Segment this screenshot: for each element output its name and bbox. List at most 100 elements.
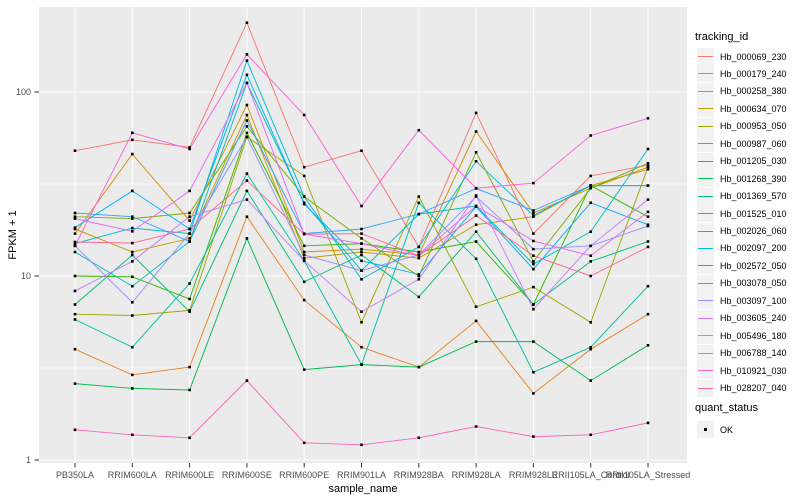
data-point [302, 280, 306, 284]
data-point [302, 259, 306, 263]
y-axis-title: FPKM + 1 [7, 210, 19, 260]
data-point [188, 388, 191, 392]
data-point [245, 179, 249, 182]
data-point [131, 226, 134, 230]
x-tick-label: RRIM600SE [221, 470, 272, 480]
y-tick-label: 1 [25, 454, 31, 465]
data-point [188, 436, 191, 440]
data-point [474, 240, 478, 243]
data-point [532, 181, 535, 185]
data-point [532, 211, 535, 215]
data-point [245, 131, 249, 135]
data-point [73, 211, 77, 215]
data-point [360, 227, 363, 231]
data-point [73, 428, 77, 432]
data-point [589, 433, 592, 437]
data-point [73, 318, 77, 321]
data-point [474, 111, 478, 115]
data-point [188, 219, 191, 222]
data-point [245, 59, 249, 62]
data-point [245, 237, 249, 240]
data-point [245, 198, 249, 201]
data-point [131, 284, 134, 288]
data-point [302, 253, 306, 257]
data-point [131, 373, 134, 377]
data-point [474, 186, 478, 190]
data-point [302, 165, 306, 169]
data-point [474, 194, 478, 197]
data-point [646, 344, 650, 347]
data-point [589, 347, 592, 351]
y-tick-label: 100 [15, 86, 31, 97]
data-point [532, 247, 535, 251]
data-point [245, 119, 249, 122]
data-point [589, 254, 592, 257]
data-point [188, 189, 191, 193]
data-point [532, 214, 535, 217]
data-point [245, 21, 249, 24]
data-point [188, 310, 191, 313]
data-point [589, 321, 592, 324]
data-point [73, 303, 77, 306]
data-point [474, 305, 478, 309]
data-point [417, 274, 421, 278]
data-point [646, 117, 650, 120]
data-point [302, 441, 306, 445]
data-point [245, 53, 249, 56]
data-point [188, 365, 191, 369]
data-point [532, 254, 535, 257]
data-point [474, 340, 478, 343]
data-point [589, 186, 592, 190]
data-point [131, 387, 134, 390]
data-point [360, 363, 363, 366]
data-point [589, 134, 592, 137]
data-point [474, 425, 478, 428]
data-point [360, 259, 363, 263]
data-point [646, 312, 650, 316]
data-point [532, 267, 535, 271]
data-point [532, 209, 535, 212]
data-point [532, 307, 535, 311]
x-tick-label: RRIM928BA [393, 470, 444, 480]
data-point [73, 347, 77, 351]
data-point [532, 303, 535, 306]
data-point [417, 365, 421, 369]
data-point [73, 217, 77, 220]
data-point [589, 244, 592, 248]
data-point [646, 210, 650, 214]
data-point [188, 211, 191, 215]
data-point [646, 224, 650, 228]
data-point [532, 285, 535, 289]
data-point [188, 282, 191, 285]
data-point [417, 436, 421, 440]
x-tick-label: RRII105LA_Stressed [605, 470, 691, 480]
data-point [131, 215, 134, 218]
data-point [474, 151, 478, 154]
x-tick-label: RRIM928LE [508, 470, 558, 480]
data-point [131, 241, 134, 245]
data-point [188, 146, 191, 149]
data-point [131, 301, 134, 304]
x-tick-label: RRIM901LA [336, 470, 387, 480]
x-tick-label: RRII105LA_Control [551, 470, 630, 480]
x-tick-label: RRIM600PE [279, 470, 330, 480]
data-point [532, 435, 535, 438]
data-point [417, 128, 421, 132]
data-point [589, 345, 592, 349]
data-point [302, 174, 306, 178]
data-point [417, 295, 421, 299]
data-point [474, 319, 478, 323]
data-point [360, 250, 363, 254]
data-point [532, 260, 535, 263]
data-point [417, 256, 421, 260]
data-point [417, 245, 421, 249]
data-point [245, 125, 249, 128]
data-point [73, 274, 77, 278]
data-point [131, 189, 134, 193]
x-tick-label: PB350LA [55, 470, 95, 480]
data-point [417, 212, 421, 216]
data-point [360, 310, 363, 313]
data-point [245, 215, 249, 218]
data-point [417, 201, 421, 205]
